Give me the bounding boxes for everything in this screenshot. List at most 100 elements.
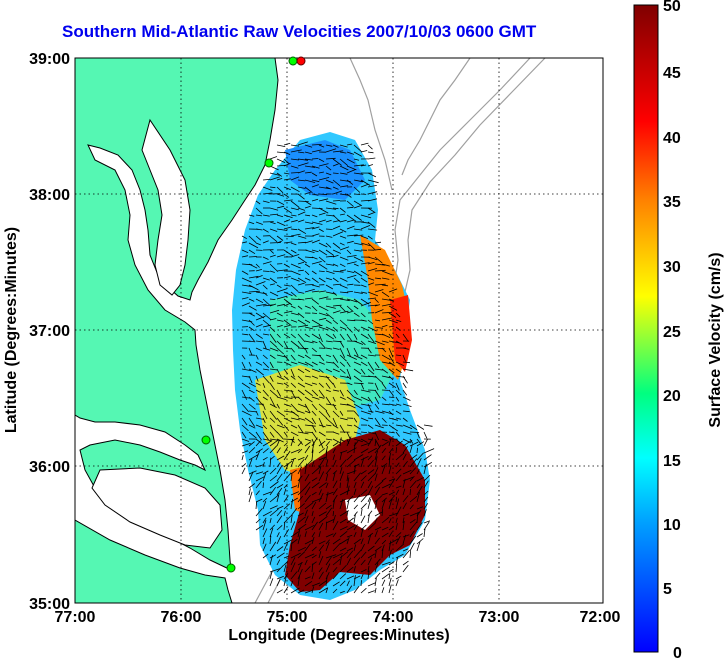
colorbar-tick-label: 50	[663, 0, 681, 15]
velocity-vector	[318, 456, 327, 461]
velocity-vector	[318, 457, 325, 468]
velocity-vector	[276, 440, 280, 447]
velocity-vector	[374, 256, 383, 264]
velocity-vector	[241, 403, 250, 413]
velocity-vector	[381, 396, 387, 401]
velocity-vector	[297, 534, 301, 545]
colorbar-ticks: 50 45 40 35 30 25 20 15 10 5 0	[663, 0, 682, 659]
pamlico-sound	[91, 467, 223, 549]
velocity-vector	[423, 438, 429, 447]
velocity-vector	[360, 396, 370, 402]
velocity-vector	[353, 242, 364, 246]
velocity-vector	[339, 590, 345, 594]
velocity-vector	[318, 207, 329, 214]
velocity-vector	[290, 319, 298, 323]
velocity-vector	[255, 361, 263, 366]
velocity-vector	[367, 437, 374, 447]
velocity-vector	[409, 495, 418, 503]
velocity-vector	[311, 516, 316, 524]
velocity-vector	[402, 375, 408, 384]
velocity-vector	[346, 368, 352, 380]
velocity-vector	[374, 431, 380, 441]
velocity-vector	[318, 511, 327, 517]
colorbar-tick-label: 35	[663, 194, 681, 211]
velocity-vector	[304, 515, 309, 524]
velocity-vector	[276, 396, 287, 401]
velocity-vector	[241, 389, 248, 400]
velocity-vector	[248, 326, 255, 332]
velocity-vector	[395, 447, 398, 454]
velocity-vector	[325, 157, 336, 160]
velocity-vector	[388, 410, 394, 416]
velocity-vector	[339, 207, 346, 213]
velocity-vector	[269, 389, 278, 398]
velocity-vector	[367, 347, 372, 354]
velocity-vector	[297, 368, 305, 374]
velocity-vector	[311, 277, 319, 284]
velocity-vector	[269, 457, 272, 468]
velocity-vector	[360, 235, 369, 239]
velocity-vector	[402, 520, 405, 531]
velocity-vector	[360, 340, 366, 346]
velocity-vector	[360, 515, 366, 524]
velocity-vector	[381, 375, 391, 379]
velocity-vector	[269, 156, 278, 160]
velocity-vector	[360, 456, 369, 461]
velocity-vector	[388, 368, 395, 374]
velocity-vector	[332, 442, 339, 447]
velocity-vector	[311, 510, 314, 517]
velocity-vector	[374, 562, 379, 573]
velocity-vector	[402, 333, 409, 342]
velocity-vector	[367, 375, 377, 378]
velocity-vector	[381, 548, 384, 559]
velocity-vector	[332, 494, 338, 503]
velocity-vector	[304, 368, 311, 373]
velocity-vector	[332, 310, 341, 314]
velocity-vector	[353, 575, 356, 587]
velocity-vector	[248, 454, 259, 461]
velocity-vector	[325, 263, 335, 266]
y-axis-label: Latitude (Degrees:Minutes)	[3, 227, 20, 433]
velocity-vector	[395, 382, 400, 391]
velocity-vector	[283, 396, 293, 399]
velocity-vector	[248, 214, 255, 217]
velocity-vector	[318, 382, 324, 388]
velocity-vector	[304, 486, 311, 496]
velocity-vector	[374, 417, 381, 426]
velocity-vector	[332, 263, 339, 267]
velocity-vector	[297, 424, 304, 433]
velocity-vector	[276, 575, 284, 580]
velocity-vector	[416, 506, 424, 510]
velocity-vector	[304, 590, 313, 594]
velocity-vector	[269, 277, 278, 284]
velocity-vector	[311, 536, 315, 545]
velocity-vector	[360, 326, 369, 331]
velocity-vector	[332, 163, 339, 167]
velocity-vector	[395, 553, 404, 559]
velocity-vector	[346, 234, 358, 237]
velocity-vector	[290, 417, 300, 421]
velocity-vector	[409, 521, 418, 531]
velocity-vector	[269, 254, 276, 258]
velocity-vector	[395, 485, 402, 489]
velocity-vector	[304, 494, 311, 503]
velocity-vector	[297, 516, 306, 524]
velocity-vector	[346, 550, 354, 559]
velocity-vector	[269, 554, 273, 566]
velocity-vector	[388, 512, 399, 517]
velocity-vector	[276, 493, 280, 503]
velocity-vector	[346, 361, 351, 368]
velocity-vector	[283, 178, 291, 181]
velocity-vector	[325, 482, 329, 489]
velocity-vector	[276, 325, 283, 328]
velocity-vector	[395, 319, 402, 322]
velocity-vector	[297, 291, 305, 294]
velocity-vector	[318, 431, 326, 437]
velocity-vector	[269, 347, 279, 352]
velocity-vector	[311, 582, 321, 587]
velocity-vector	[339, 417, 348, 421]
velocity-vector	[395, 532, 402, 538]
velocity-vector	[332, 361, 339, 368]
velocity-vector	[255, 382, 261, 386]
velocity-vector	[311, 532, 316, 538]
